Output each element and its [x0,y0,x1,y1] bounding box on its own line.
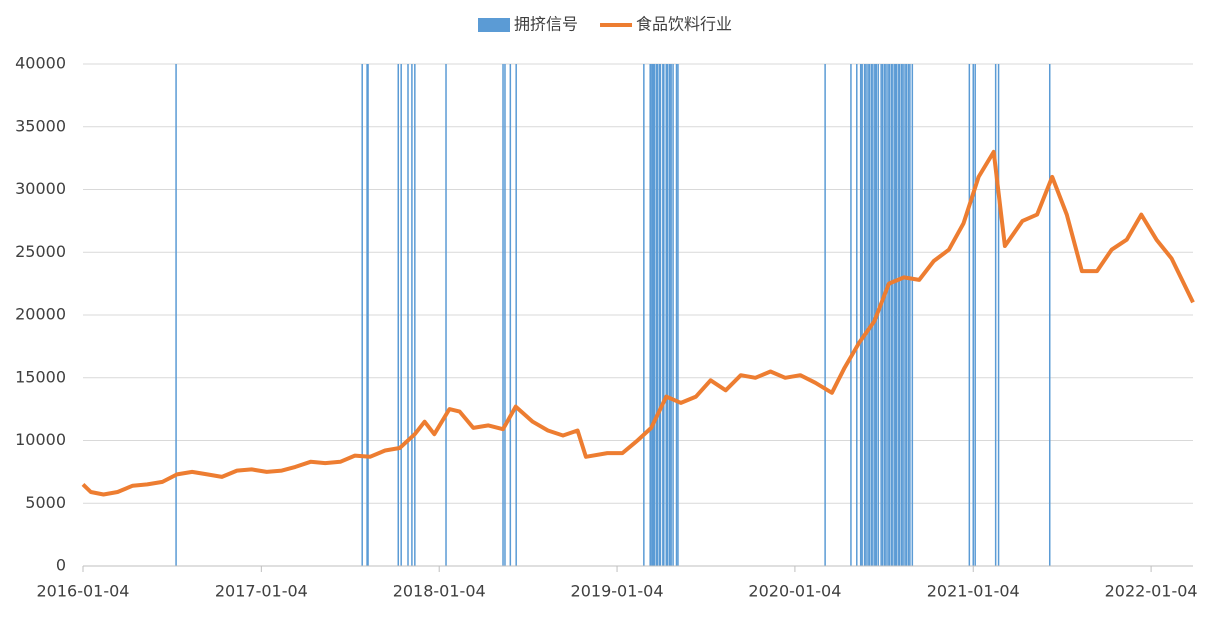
y-tick-label: 10000 [15,430,66,449]
y-tick-label: 5000 [25,493,66,512]
legend-label: 食品饮料行业 [636,15,732,34]
x-tick-label: 2019-01-04 [571,582,664,601]
y-tick-label: 25000 [15,242,66,261]
y-tick-label: 35000 [15,116,66,135]
x-tick-label: 2017-01-04 [215,582,308,601]
legend-swatch [478,18,510,32]
x-tick-label: 2022-01-04 [1105,582,1198,601]
x-tick-label: 2021-01-04 [927,582,1020,601]
y-tick-label: 15000 [15,367,66,386]
line-series [81,149,1195,497]
x-tick-label: 2018-01-04 [393,582,486,601]
y-tick-label: 0 [56,556,66,575]
y-tick-label: 40000 [15,54,66,73]
y-tick-label: 20000 [15,305,66,324]
y-tick-label: 30000 [15,179,66,198]
x-tick-label: 2020-01-04 [748,582,841,601]
x-tick-label: 2016-01-04 [37,582,130,601]
legend-label: 拥挤信号 [514,15,578,34]
